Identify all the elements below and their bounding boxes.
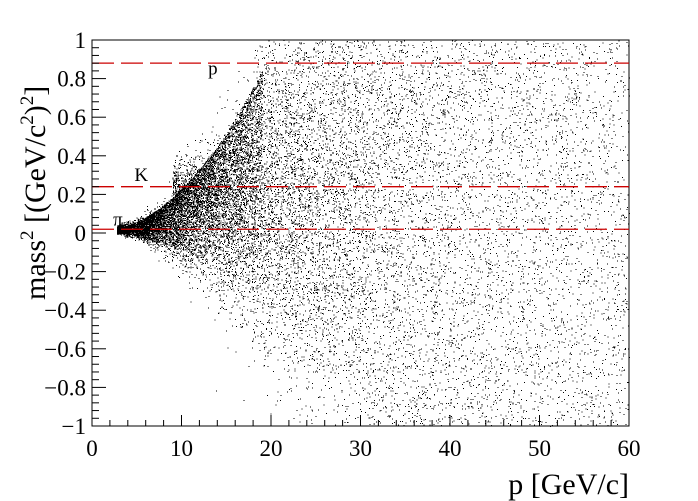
y-tick-label: −0.8 xyxy=(44,375,86,400)
x-tick-label: 10 xyxy=(170,436,193,461)
x-tick-label: 30 xyxy=(349,436,372,461)
tick-labels: 0 10 20 30 40 50 60 −1 −0.8 −0.6 −0.4 −0.2 0 0.2 0.4 0.… xyxy=(44,28,640,461)
band-label: p xyxy=(208,59,218,80)
y-tick-label: 0.4 xyxy=(57,144,86,169)
scatter-points xyxy=(117,40,630,427)
y-tick-label: −0.2 xyxy=(44,260,86,285)
band-label: K xyxy=(134,165,148,186)
y-tick-label: 1 xyxy=(75,28,87,53)
reference-lines xyxy=(92,62,629,230)
y-tick-label: −1 xyxy=(62,414,86,439)
y-tick-label: 0 xyxy=(75,221,87,246)
y-tick-label: 0.2 xyxy=(57,182,86,207)
y-tick-label: −0.6 xyxy=(44,337,86,362)
y-tick-label: 0.8 xyxy=(57,67,86,92)
x-axis-title: p [GeV/c] xyxy=(508,468,629,501)
band-labels: p Kπ xyxy=(113,59,217,231)
x-tick-label: 50 xyxy=(528,436,551,461)
x-tick-label: 40 xyxy=(439,436,462,461)
y-axis-title: mass2 [(GeV/c2)2] xyxy=(17,86,52,300)
axis-ticks xyxy=(91,39,630,427)
band-label: π xyxy=(113,209,123,230)
data-points xyxy=(117,40,630,427)
x-tick-label: 20 xyxy=(260,436,283,461)
x-tick-label: 60 xyxy=(618,436,641,461)
y-tick-label: −0.4 xyxy=(44,298,86,323)
y-tick-label: 0.6 xyxy=(57,105,86,130)
x-tick-label: 0 xyxy=(86,436,98,461)
